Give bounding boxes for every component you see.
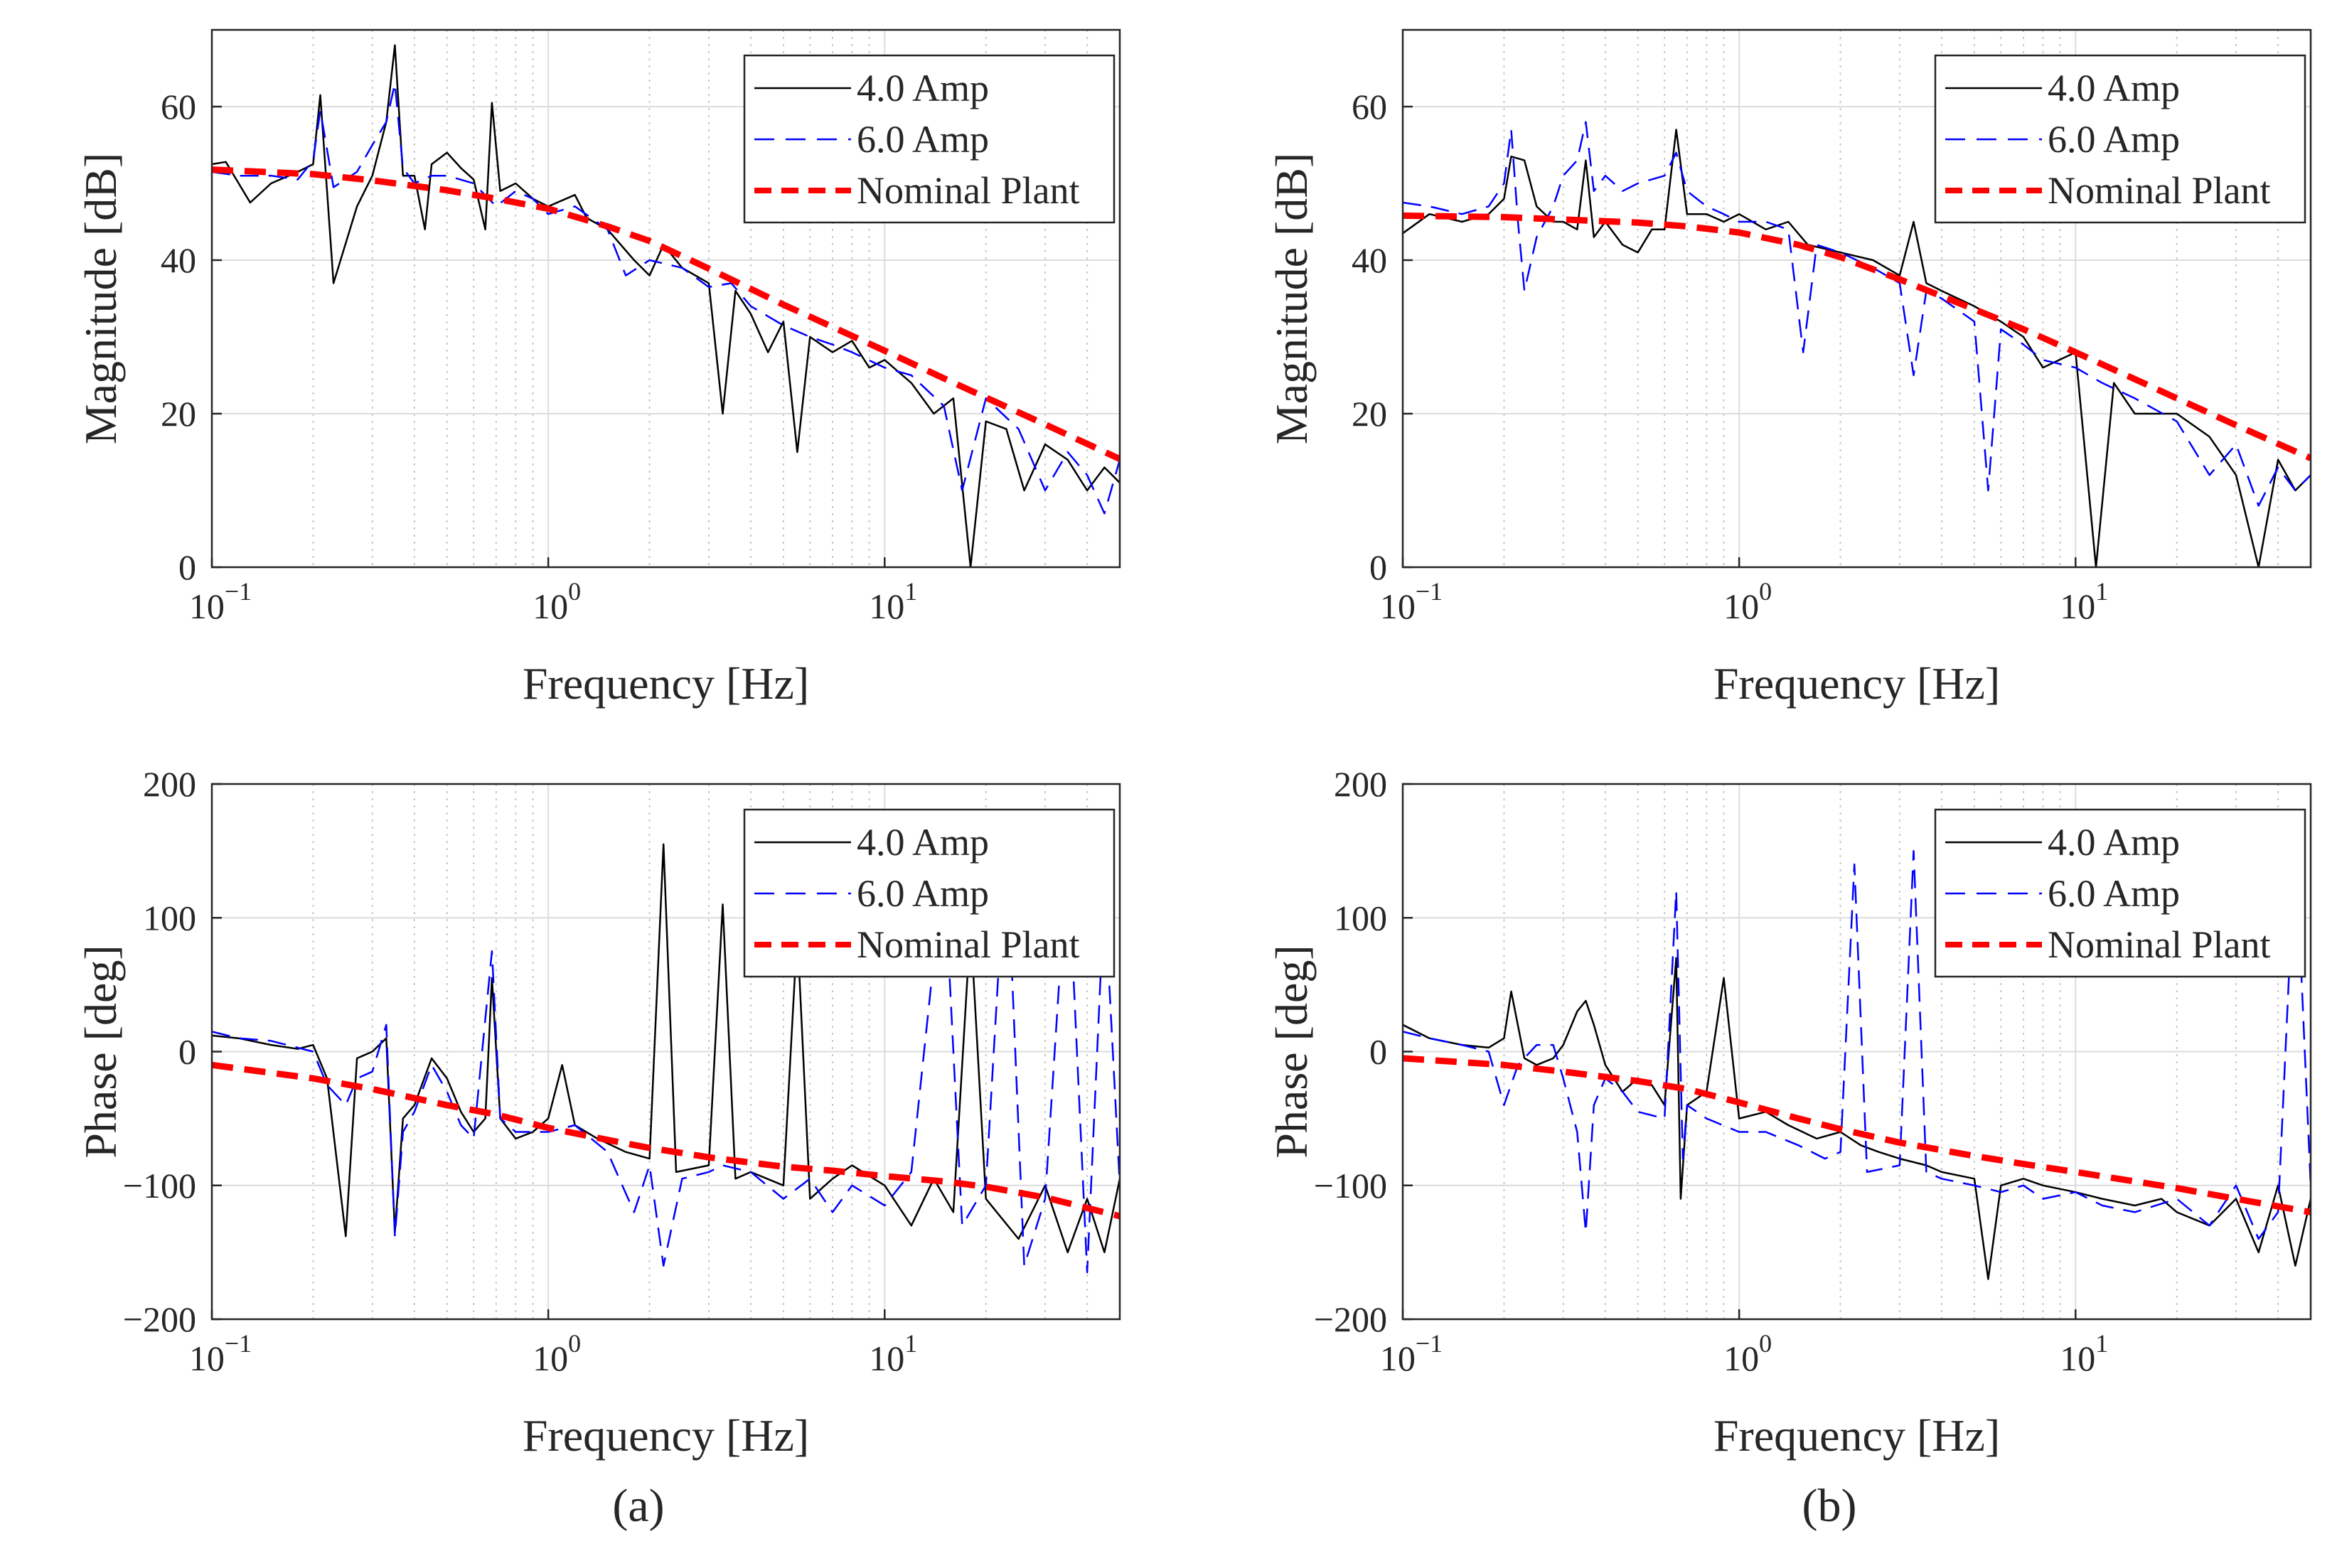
b-magnitude-x-axis-label: Frequency [Hz] [1713,658,2000,709]
legend-label: 6.0 Amp [857,872,989,915]
y-tick-label: −200 [1314,1299,1387,1339]
b-magnitude-legend: 4.0 Amp 6.0 Amp Nominal Plant [1934,54,2306,224]
y-tick-label: 200 [143,764,196,804]
a-magnitude-y-axis-label: Magnitude [dB] [75,153,126,445]
y-tick-label: 20 [1352,394,1387,434]
series-6-0-amp [1403,121,2311,507]
y-tick-label: 100 [1334,898,1387,938]
y-tick-label: 0 [178,547,196,587]
y-tick-label: −200 [123,1299,196,1339]
series-4-0-amp [212,44,1120,567]
x-tick-label: 100 [1723,1329,1772,1378]
x-tick-label: 101 [869,1329,917,1378]
x-tick-label: 101 [2060,1329,2108,1378]
y-tick-label: 40 [1352,240,1387,280]
x-tick-label: 100 [1723,577,1772,626]
series-nominal-plant [212,166,1120,462]
legend-label: Nominal Plant [2048,923,2270,966]
b-magnitude-y-axis-label: Magnitude [dB] [1266,153,1317,445]
x-tick-label: 10−1 [1380,1329,1443,1378]
x-tick-label: 101 [869,577,917,626]
legend-label: 6.0 Amp [2048,872,2180,915]
legend-label: 6.0 Amp [857,118,989,161]
legend-label: Nominal Plant [2048,169,2270,212]
a-magnitude-axes-frame [210,28,1121,569]
x-tick-label: 10−1 [189,577,252,626]
y-tick-label: 40 [161,240,196,280]
legend-label: 4.0 Amp [2048,821,2180,864]
x-tick-label: 10−1 [189,1329,252,1378]
b-magnitude-axes-frame [1401,28,2312,569]
legend-box [1934,808,2306,978]
a-phase-y-axis-label: Phase [deg] [75,945,126,1158]
y-tick-label: 200 [1334,764,1387,804]
x-tick-label: 101 [2060,577,2108,626]
series-6-0-amp [212,837,1120,1274]
y-tick-label: 100 [143,898,196,938]
series-6-0-amp [1403,837,2311,1240]
b-phase-x-axis-label: Frequency [Hz] [1713,1410,2000,1461]
legend-label: 4.0 Amp [857,67,989,109]
legend-box [1934,54,2306,224]
a-phase-x-axis-label: Frequency [Hz] [523,1410,809,1461]
legend-label: 4.0 Amp [2048,67,2180,109]
a-magnitude-plot: 0 20 40 60 10−1 100 101 Frequency [Hz] Magnitude… [75,28,1121,709]
a-magnitude-legend: 4.0 Amp 6.0 Amp Nominal Plant [743,54,1116,224]
y-tick-label: −100 [123,1166,196,1205]
b-magnitude-plot: 0 20 40 60 10−1 100 101 Frequency [Hz] Magnitude… [1266,28,2312,709]
x-tick-label: 10−1 [1380,577,1443,626]
y-tick-label: 0 [1369,1032,1387,1072]
legend-box [743,808,1116,978]
x-tick-label: 100 [533,1329,581,1378]
caption-b: (b) [1802,1480,1857,1532]
series-nominal-plant [1403,212,2311,461]
a-phase-legend: 4.0 Amp 6.0 Amp Nominal Plant [743,808,1116,978]
a-magnitude-x-axis-label: Frequency [Hz] [523,658,809,709]
series-nominal-plant [1403,1055,2311,1215]
legend-label: 6.0 Amp [2048,118,2180,161]
y-tick-label: 60 [1352,87,1387,127]
legend-box [743,54,1116,224]
y-tick-label: 20 [161,394,196,434]
series-nominal-plant [212,1061,1120,1220]
b-phase-y-axis-label: Phase [deg] [1266,945,1317,1158]
b-phase-legend: 4.0 Amp 6.0 Amp Nominal Plant [1934,808,2306,978]
a-phase-plot: −200 −100 0 100 200 10−1 100 101 Frequency [Hz] P… [75,764,1121,1461]
x-tick-label: 100 [533,577,581,626]
y-tick-label: 60 [161,87,196,127]
legend-label: Nominal Plant [857,169,1079,212]
y-tick-label: −100 [1314,1166,1387,1205]
legend-label: Nominal Plant [857,923,1079,966]
y-tick-label: 0 [178,1032,196,1072]
y-tick-label: 0 [1369,547,1387,587]
caption-a: (a) [612,1480,664,1532]
legend-label: 4.0 Amp [857,821,989,864]
b-phase-plot: −200 −100 0 100 200 10−1 100 101 Frequency [Hz] P… [1266,764,2312,1461]
